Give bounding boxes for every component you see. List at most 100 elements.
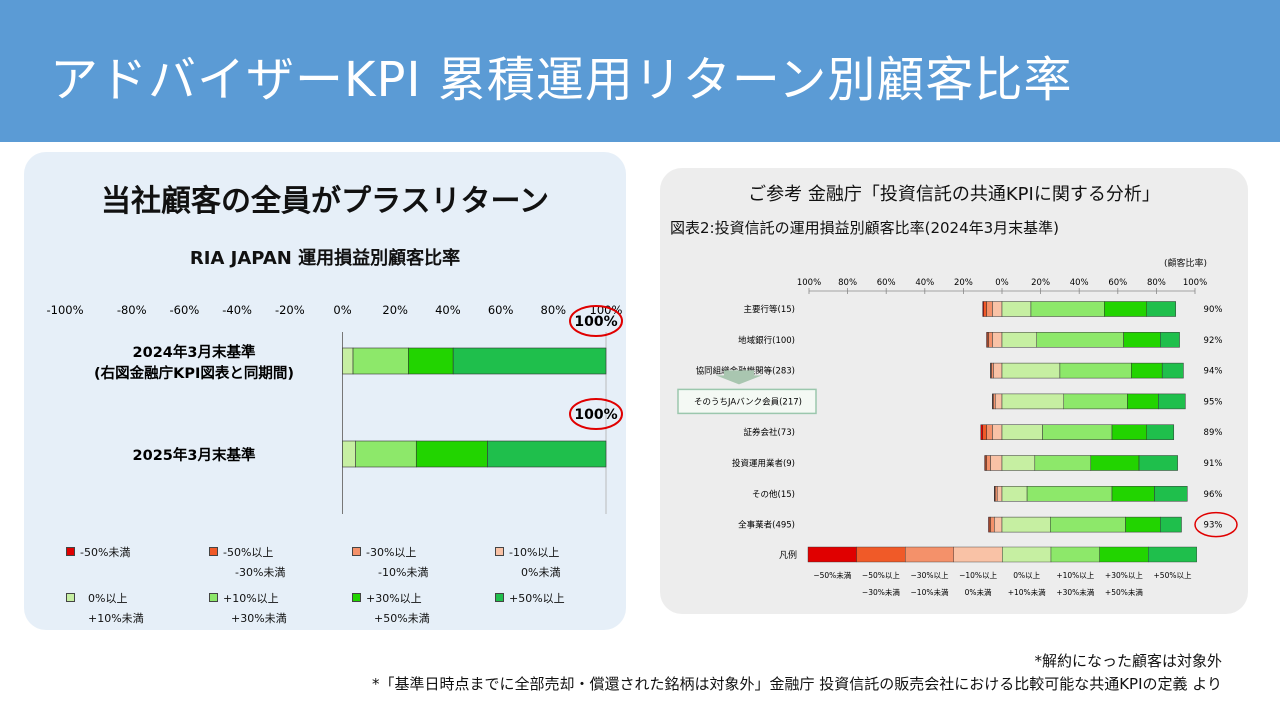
- ria-legend-swatch: [209, 593, 218, 602]
- fsa-unit-label: (顧客比率): [1164, 259, 1208, 269]
- fsa-bar-segment: [984, 455, 986, 471]
- footnote-cancelled: *解約になった顧客は対象外: [1034, 652, 1222, 670]
- ria-bar-segment: [408, 347, 454, 375]
- fsa-x-tick-label: 80%: [838, 278, 857, 288]
- fsa-bar-segment: [1154, 486, 1188, 502]
- fsa-panel-title: ご参考 金融庁「投資信託の共通KPIに関する分析」: [748, 184, 1160, 205]
- ria-legend-label: 0%以上: [88, 592, 128, 605]
- ria-legend-item: -10%以上 0%未満: [495, 544, 635, 584]
- fsa-bar-segment: [1090, 455, 1140, 471]
- footnote-fsa-definition: *「基準日時点までに全部売却・償還された銘柄は対象外」金融庁 投資信託の販売会社…: [371, 675, 1222, 693]
- fsa-panel: ご参考 金融庁「投資信託の共通KPIに関する分析」 図表2:投資信託の運用損益別…: [660, 168, 1248, 614]
- ria-category-label: 2025年3月末基準: [133, 446, 256, 464]
- ria-total-label: 100%: [574, 407, 617, 423]
- fsa-legend-label: +10%以上: [1056, 571, 1094, 580]
- fsa-bar-segment: [992, 332, 1003, 348]
- fsa-category-label: 地域銀行(100): [738, 335, 795, 346]
- fsa-bar-segment: [1158, 393, 1186, 410]
- fsa-bar-segment: [1026, 486, 1113, 502]
- fsa-bar-segment: [1161, 362, 1184, 379]
- fsa-positive-ratio-label: 92%: [1204, 336, 1223, 346]
- fsa-x-tick-label: 60%: [1108, 278, 1127, 288]
- ria-bar-segment: [342, 440, 356, 468]
- fsa-legend-label: −10%以上: [959, 571, 997, 580]
- ria-panel-title: 当社顧客の全員がプラスリターン: [101, 184, 549, 219]
- fsa-bar-segment: [1036, 332, 1124, 348]
- ria-legend-swatch: [495, 547, 504, 556]
- ria-total-circle: [569, 398, 623, 430]
- fsa-x-tick-label: 100%: [1183, 278, 1207, 288]
- fsa-legend-label-2: +50%未満: [1105, 587, 1143, 597]
- fsa-category-label: 主要行等(15): [744, 304, 795, 315]
- ria-bar-segment: [452, 347, 607, 375]
- fsa-bar-segment: [1042, 424, 1113, 440]
- fsa-bar-segment: [1160, 332, 1180, 348]
- ria-legend-label-2: +10%未満: [88, 612, 144, 625]
- fsa-category-label: その他(15): [752, 489, 795, 500]
- fsa-bar-segment: [991, 362, 994, 379]
- fsa-x-tick-label: 0%: [995, 278, 1009, 288]
- fsa-legend-label-2: −30%未満: [862, 587, 900, 597]
- fsa-x-tick-label: 40%: [1070, 278, 1089, 288]
- ria-x-tick-label: 40%: [435, 303, 461, 317]
- fsa-x-tick-label: 80%: [1147, 278, 1166, 288]
- fsa-legend-label: −50%以上: [862, 571, 900, 580]
- fsa-total-circle: [1194, 511, 1238, 538]
- fsa-category-label: 証券会社(73): [744, 427, 795, 438]
- fsa-bar-segment: [1001, 332, 1037, 348]
- fsa-bar-segment: [986, 424, 993, 440]
- ria-x-tick-label: -80%: [117, 303, 147, 317]
- fsa-bar-segment: [1111, 424, 1148, 440]
- fsa-chart-title: 図表2:投資信託の運用損益別顧客比率(2024年3月末基準): [670, 219, 1060, 237]
- fsa-bar-segment: [994, 516, 1003, 533]
- fsa-bar-segment: [1034, 455, 1092, 471]
- ria-legend-label-2: 0%未満: [521, 566, 561, 579]
- fsa-bar-segment: [1138, 455, 1178, 471]
- fsa-bar-segment: [986, 455, 991, 471]
- ria-legend-item: -30%以上 -10%未満: [352, 544, 492, 584]
- ria-category-label: 2024年3月末基準: [133, 343, 256, 361]
- fsa-bar-segment: [992, 424, 1003, 440]
- fsa-legend-swatch: [807, 546, 857, 563]
- ria-legend-item: -50%以上 -30%未満: [209, 544, 349, 584]
- fsa-positive-ratio-label: 96%: [1204, 490, 1223, 500]
- ria-legend-item: +10%以上 +30%未満: [209, 590, 349, 630]
- ria-x-tick-label: 20%: [382, 303, 408, 317]
- fsa-bar-segment: [988, 332, 993, 348]
- ria-bar-segment: [487, 440, 607, 468]
- fsa-legend-swatch: [904, 546, 954, 563]
- fsa-legend-label-2: +10%未満: [1008, 587, 1046, 597]
- fsa-x-tick-label: 60%: [877, 278, 896, 288]
- fsa-legend-label-2: 0%未満: [965, 587, 992, 597]
- fsa-positive-ratio-label: 94%: [1204, 367, 1223, 377]
- ria-legend-swatch: [352, 547, 361, 556]
- ria-bar-segment: [342, 347, 354, 375]
- ria-x-tick-label: -60%: [170, 303, 200, 317]
- fsa-bar-segment: [993, 362, 1003, 379]
- ria-bar-segment: [352, 347, 409, 375]
- ria-total-circle: [569, 305, 623, 337]
- fsa-legend-label-2: +30%未満: [1056, 587, 1094, 597]
- fsa-legend-label: +50%以上: [1154, 571, 1192, 580]
- ria-legend-label-2: -10%未満: [378, 566, 429, 579]
- ria-legend-label-2: -30%未満: [235, 566, 286, 579]
- fsa-ja-highlight-box: [677, 388, 817, 415]
- fsa-bar-segment: [996, 486, 1003, 502]
- ria-x-tick-label: 0%: [333, 303, 351, 317]
- ria-legend-label-2: +30%未満: [231, 612, 287, 625]
- ria-bar-segment: [415, 440, 488, 468]
- fsa-legend-label: +30%以上: [1105, 571, 1143, 580]
- ria-legend-item: +30%以上 +50%未満: [352, 590, 492, 630]
- fsa-bar-segment: [988, 516, 990, 533]
- ria-legend-swatch: [209, 547, 218, 556]
- fsa-bar-segment: [992, 301, 1003, 317]
- fsa-bar-segment: [993, 393, 996, 410]
- ria-legend-item: +50%以上: [495, 590, 635, 630]
- fsa-x-tick-label: 20%: [954, 278, 973, 288]
- fsa-bar-segment: [1131, 362, 1163, 379]
- fsa-x-tick-label: 100%: [797, 278, 821, 288]
- ria-legend-swatch: [352, 593, 361, 602]
- header-bar: アドバイザーKPI 累積運用リターン別顧客比率: [0, 0, 1280, 142]
- ria-legend-item: -50%未満: [66, 544, 206, 584]
- fsa-legend-swatch: [856, 546, 906, 563]
